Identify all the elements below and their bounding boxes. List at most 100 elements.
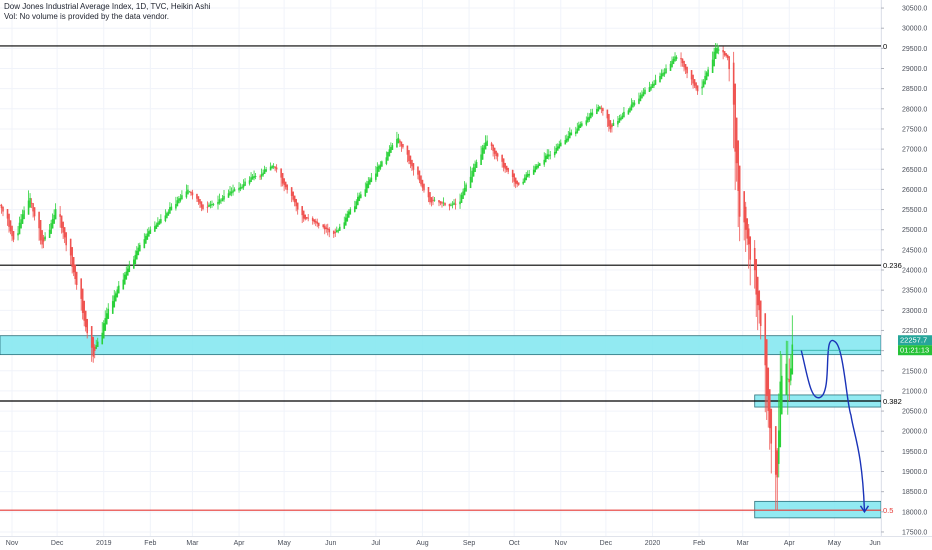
candle-body xyxy=(86,318,88,334)
candle-body xyxy=(305,216,308,219)
candle-body xyxy=(170,206,173,211)
candle-body xyxy=(555,147,558,154)
candle-body xyxy=(758,291,761,311)
price-axis[interactable]: 30500.0 30000.0 29500.0 29000.0 28500.0 28000… xyxy=(881,6,927,537)
last-price-label: 22257.7 xyxy=(900,336,927,345)
candle-body xyxy=(672,58,675,65)
candle-body xyxy=(749,236,752,260)
candle-body xyxy=(211,203,213,206)
candle-body xyxy=(480,154,482,165)
candle-body xyxy=(338,226,341,231)
candle-body xyxy=(39,220,42,241)
candle-body xyxy=(60,215,63,228)
candle-body xyxy=(111,301,114,314)
candle-body xyxy=(133,259,135,269)
candle-body xyxy=(755,259,758,295)
candle-body xyxy=(665,68,667,74)
candle-body xyxy=(565,138,568,143)
y-tick-label: 26500.0 xyxy=(902,167,927,174)
candle-body xyxy=(696,85,699,92)
candle-body xyxy=(534,166,537,173)
time-axis[interactable]: Nov Dec 2019 Feb Mar Apr May Jun Jul Aug Sep Oct Nov… xyxy=(6,540,881,547)
candle-body xyxy=(160,219,162,223)
candle-body xyxy=(439,201,442,204)
candle-body xyxy=(197,196,200,202)
candle-body xyxy=(347,211,350,218)
x-tick-label: Mar xyxy=(186,540,199,547)
candle-body xyxy=(396,139,398,148)
candle-body xyxy=(325,227,328,230)
candle-body xyxy=(250,177,252,183)
candle-body xyxy=(617,120,619,125)
candle-body xyxy=(218,199,221,204)
candle-body xyxy=(175,204,177,209)
candle-body xyxy=(262,172,264,176)
candle-body xyxy=(292,191,294,200)
y-tick-label: 24000.0 xyxy=(902,268,927,275)
candle-body xyxy=(344,217,347,226)
candle-body xyxy=(185,191,188,198)
candle-body xyxy=(188,191,191,193)
candle-body xyxy=(544,155,547,163)
candle-body xyxy=(101,332,104,345)
candle-body xyxy=(496,153,499,157)
candle-body xyxy=(11,225,13,237)
candle-body xyxy=(777,430,780,464)
candle-body xyxy=(233,189,236,192)
candle-body xyxy=(705,72,708,81)
candle-body xyxy=(408,150,410,162)
candle-body xyxy=(21,214,24,224)
candle-body xyxy=(692,74,694,84)
candle-body xyxy=(738,165,741,217)
candle-body xyxy=(463,187,466,196)
y-tick-label: 28500.0 xyxy=(902,86,927,93)
y-tick-label: 27000.0 xyxy=(902,147,927,154)
candle-body xyxy=(654,79,657,85)
candle-body xyxy=(391,145,394,150)
candle-body xyxy=(126,268,129,276)
candle-body xyxy=(713,51,715,67)
candle-body xyxy=(53,214,55,224)
candle-body xyxy=(17,233,19,236)
candle-body xyxy=(543,159,546,165)
candle-body xyxy=(367,181,370,189)
candle-body xyxy=(780,375,783,415)
candle-body xyxy=(81,288,84,313)
candle-body xyxy=(202,204,204,210)
candle-body xyxy=(675,57,678,59)
candle-body xyxy=(532,169,535,175)
candle-body xyxy=(556,146,559,151)
fib-label: 0.5 xyxy=(883,506,893,515)
candle-body xyxy=(746,218,748,239)
y-tick-label: 28000.0 xyxy=(902,106,927,113)
candle-body xyxy=(568,132,571,139)
candle-body xyxy=(143,239,146,249)
candle-body xyxy=(317,222,320,226)
candle-body xyxy=(146,233,149,240)
candle-body xyxy=(753,248,756,271)
candle-body xyxy=(280,168,282,178)
candle-body xyxy=(390,147,392,153)
candle-body xyxy=(460,195,463,203)
candle-body xyxy=(238,187,240,191)
candle-body xyxy=(567,136,570,141)
candle-body xyxy=(756,276,759,306)
candle-body xyxy=(507,167,509,172)
candle-body xyxy=(75,271,78,285)
y-tick-label: 30500.0 xyxy=(902,6,927,13)
candle-body xyxy=(638,98,640,104)
candle-body xyxy=(707,69,709,77)
candle-body xyxy=(451,204,454,206)
y-tick-label: 25000.0 xyxy=(902,227,927,234)
candle-body xyxy=(459,201,461,205)
candle-body xyxy=(471,170,473,183)
candle-body xyxy=(412,163,415,170)
candle-body xyxy=(429,192,431,203)
candle-body xyxy=(770,408,773,444)
candle-body xyxy=(632,102,634,108)
x-tick-label: 2019 xyxy=(96,540,112,547)
candle-body xyxy=(272,166,275,168)
candle-body xyxy=(735,117,738,164)
candle-body xyxy=(639,95,642,102)
